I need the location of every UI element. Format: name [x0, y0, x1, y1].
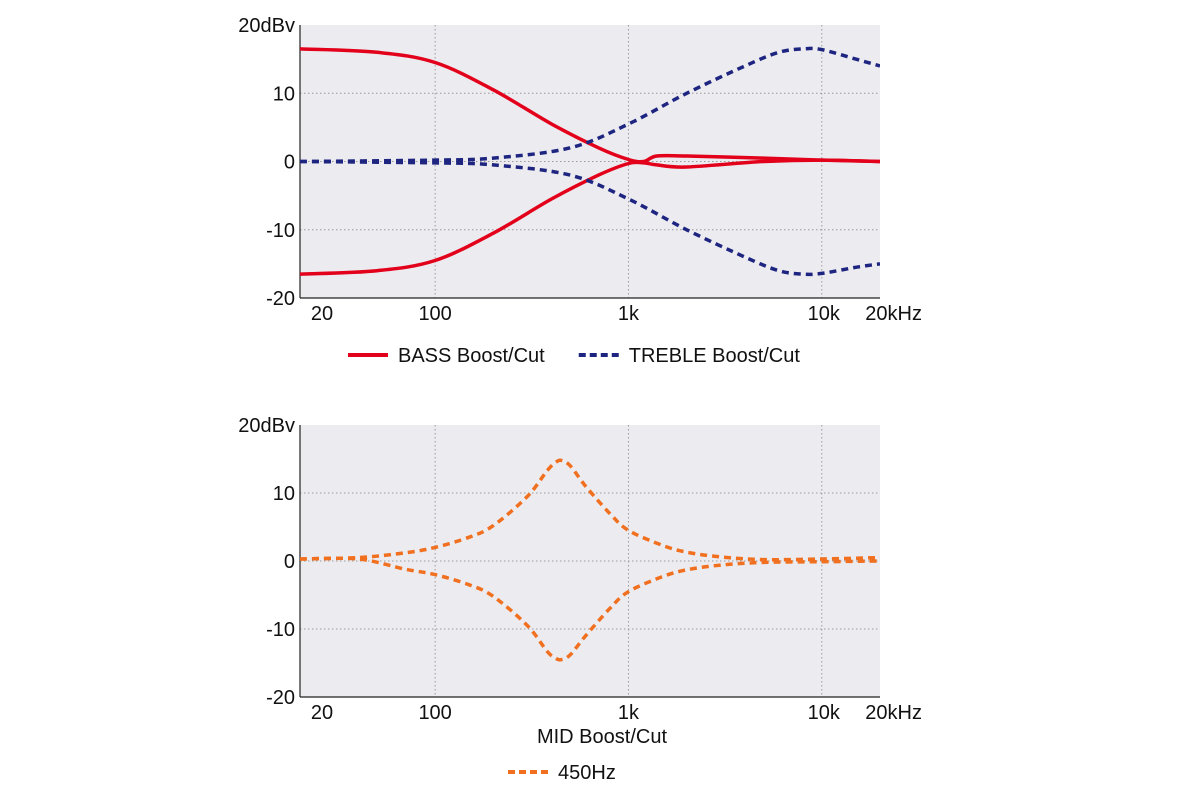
- x-tick-label: 100: [418, 303, 451, 325]
- x-tick-label: 100: [418, 702, 451, 724]
- series-line-bass-boost-cut-cut: [300, 158, 880, 276]
- y-tick-label: 10: [273, 483, 295, 505]
- series-line-450hz-cut: [300, 556, 880, 662]
- legend-label: BASS Boost/Cut: [398, 345, 545, 367]
- y-tick-label: 0: [284, 551, 295, 573]
- x-tick-label: 10k: [808, 702, 841, 724]
- y-tick-label: 10: [273, 83, 295, 105]
- x-tick-label: 10k: [808, 303, 841, 325]
- series-line-450hz-boost: [300, 458, 880, 562]
- y-tick-label: 20dBv: [238, 415, 295, 437]
- y-tick-label: -10: [266, 220, 295, 242]
- legend-title: MID Boost/Cut: [537, 726, 667, 748]
- y-tick-label: 0: [284, 152, 295, 174]
- series-line-bass-boost-cut-boost: [300, 47, 880, 164]
- series-line-treble-boost-cut-cut: [300, 159, 880, 277]
- y-tick-label: -10: [266, 619, 295, 641]
- x-tick-label: 20kHz: [865, 702, 922, 724]
- series-line-treble-boost-cut-boost: [300, 46, 880, 164]
- x-tick-label: 1k: [618, 303, 640, 325]
- y-tick-label: -20: [266, 288, 295, 310]
- y-tick-label: 20dBv: [238, 15, 295, 37]
- x-tick-label: 20kHz: [865, 303, 922, 325]
- x-tick-label: 20: [311, 702, 333, 724]
- x-tick-label: 20: [311, 303, 333, 325]
- legend-label: 450Hz: [558, 762, 616, 784]
- legend-label: TREBLE Boost/Cut: [629, 345, 801, 367]
- x-tick-label: 1k: [618, 702, 640, 724]
- y-tick-label: -20: [266, 687, 295, 709]
